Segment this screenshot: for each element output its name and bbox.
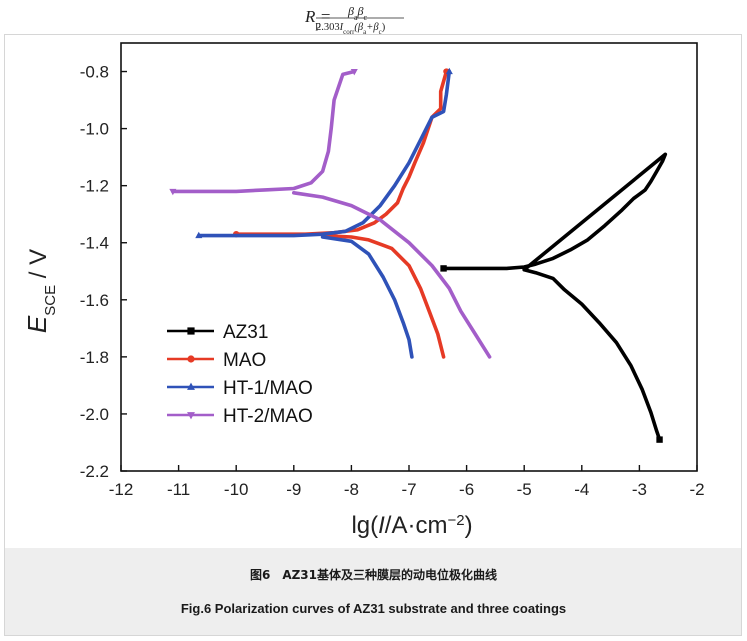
x-tick-label: -2 — [689, 480, 704, 499]
x-axis-title: lg(I/A·cm−2) — [351, 512, 472, 540]
y-tick-label: -2.0 — [80, 405, 109, 424]
series-ht-2-mao — [169, 68, 492, 359]
legend-label: HT-2/MAO — [223, 406, 313, 427]
curve-ht-2-mao-cathodic — [292, 191, 492, 359]
figure-caption-chinese: 图6 AZ31基体及三种膜层的动电位极化曲线 — [249, 568, 498, 582]
curve-ht-1-mao-anodic — [197, 69, 452, 238]
legend-label: HT-1/MAO — [223, 378, 313, 399]
curve-ht-2-mao-anodic — [171, 69, 357, 194]
formula-num-beta-a: β — [347, 4, 354, 18]
plot-border — [120, 42, 698, 472]
legend-label: AZ31 — [223, 322, 268, 343]
tick-layer: -12 -11 -10 -9 -8 -7 -6 -5 -4 -3 -2 -2.2 -2.0 -1.8 -1.… — [80, 63, 705, 499]
legend-marker — [187, 382, 195, 390]
marker-az31-end — [440, 265, 447, 272]
x-tick-label: -8 — [344, 480, 359, 499]
marker-ht-2-mao — [169, 188, 177, 196]
legend-marker — [187, 327, 195, 335]
formula-lhs-subscript: p — [315, 19, 321, 31]
curves-layer — [169, 67, 668, 443]
formula-num-beta-c: β — [357, 4, 364, 18]
figure-caption-english: Fig.6 Polarization curves of AZ31 substr… — [180, 601, 567, 616]
series-mao — [233, 68, 450, 359]
caption-band — [5, 548, 741, 635]
x-tick-label: -4 — [574, 480, 589, 499]
svg-text:Rp=: Rp= — [304, 7, 330, 31]
y-tick-label: -0.8 — [80, 63, 109, 82]
x-tick-label: -9 — [286, 480, 301, 499]
x-tick-label: -5 — [517, 480, 532, 499]
x-tick-label: -11 — [167, 480, 190, 499]
formula-den-number: 2.303 — [316, 22, 340, 33]
y-tick-label: -1.6 — [80, 291, 109, 310]
figure-frame — [4, 34, 742, 636]
y-tick-label: -1.2 — [80, 177, 109, 196]
svg-text:βaβc: βaβc — [347, 4, 368, 22]
polarization-resistance-formula: Rp= βaβc 2.303Icorr(βa+βc) — [304, 4, 404, 34]
legend-item-mao: MAO — [167, 350, 266, 371]
legend-item-ht-1-mao: HT-1/MAO — [167, 378, 313, 399]
curve-az31-anodic — [441, 152, 668, 442]
series-az31 — [440, 152, 668, 443]
formula-lhs-symbol: R — [304, 7, 316, 26]
y-tick-label: -1.4 — [80, 234, 109, 253]
curve-mao-cathodic — [320, 233, 446, 359]
x-tick-label: -12 — [109, 480, 134, 499]
series-ht-1-mao — [195, 67, 453, 359]
y-tick-label: -2.2 — [80, 462, 109, 481]
marker-az31 — [656, 436, 663, 443]
marker-ht-2-mao-end — [350, 68, 358, 76]
legend-marker — [187, 412, 195, 420]
x-tick-label: -7 — [401, 480, 416, 499]
curve-ht-1-mao-cathodic — [320, 235, 414, 359]
marker-ht-1-mao-end — [445, 67, 453, 75]
x-tick-label: -10 — [224, 480, 249, 499]
legend-item-ht-2-mao: HT-2/MAO — [167, 406, 313, 427]
legend-label: MAO — [223, 350, 266, 371]
legend: AZ31 MAO HT-1/MAO HT-2/MAO — [167, 322, 313, 427]
legend-item-az31: AZ31 — [167, 322, 268, 343]
svg-text:2.303Icorr(βa+βc): 2.303Icorr(βa+βc) — [316, 22, 386, 34]
marker-ht-1-mao — [195, 231, 203, 239]
polarization-chart: -12 -11 -10 -9 -8 -7 -6 -5 -4 -3 -2 -2.2 -2.0 -1.8 -1.… — [22, 42, 705, 540]
y-axis-title: ESCE / V — [22, 249, 59, 333]
plot-area — [120, 42, 698, 472]
legend-marker — [187, 355, 195, 363]
x-tick-label: -3 — [632, 480, 647, 499]
y-tick-label: -1.8 — [80, 348, 109, 367]
x-tick-label: -6 — [459, 480, 474, 499]
y-tick-label: -1.0 — [80, 120, 109, 139]
